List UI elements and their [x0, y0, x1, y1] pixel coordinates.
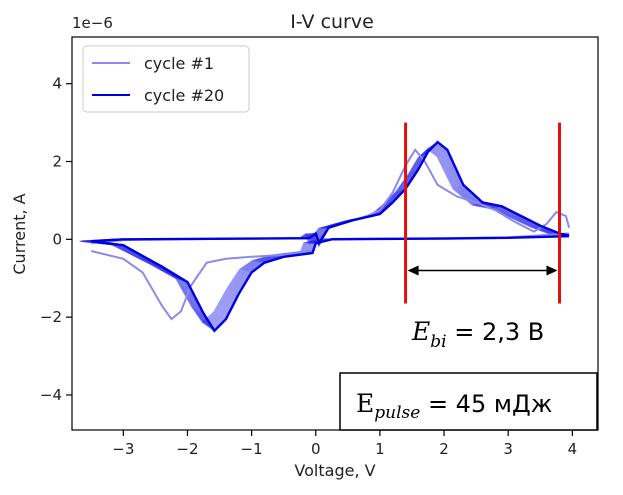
- legend-label-cycle-1: cycle #1: [144, 54, 214, 73]
- series-cycle-20-upper: [91, 140, 570, 247]
- x-axis: −3 −2 −1 0 1 2 3 4: [112, 430, 577, 458]
- x-tick-label: 1: [375, 440, 385, 458]
- x-axis-label: Voltage, V: [294, 461, 375, 480]
- intermediate-cycle-lower: [89, 235, 568, 331]
- chart-title: I-V curve: [290, 11, 374, 33]
- y-axis: −4 −2 0 2 4: [40, 75, 72, 404]
- y-tick-label: 0: [52, 230, 62, 248]
- x-tick-label: 0: [311, 440, 321, 458]
- intermediate-cycle-lower: [87, 235, 566, 330]
- y-axis-label: Current, A: [10, 193, 29, 274]
- x-tick-label: 2: [439, 440, 449, 458]
- x-tick-label: −2: [176, 440, 198, 458]
- series-cycle-1-lower: [90, 232, 570, 321]
- ebi-value: = 2,3 В: [447, 318, 545, 346]
- ebi-arrow-head-right: [546, 265, 558, 276]
- y-tick-label: 2: [52, 153, 62, 171]
- intermediate-cycle-lower: [90, 235, 569, 332]
- ebi-subscript: bi: [430, 332, 446, 352]
- ebi-arrow-head-left: [407, 265, 419, 276]
- intermediate-cycle-lower: [85, 235, 564, 329]
- plot-frame: [71, 36, 599, 431]
- ebi-symbol: E: [411, 317, 430, 346]
- x-tick-label: 3: [503, 440, 513, 458]
- pulse-value: = 45 мДж: [420, 390, 552, 418]
- pulse-energy-box: Epulse = 45 мДж: [339, 372, 598, 431]
- legend-label-cycle-20: cycle #20: [144, 86, 224, 105]
- pulse-energy-text: Epulse = 45 мДж: [356, 389, 552, 423]
- intermediate-cycle-lower: [82, 235, 561, 326]
- y-offset-text: 1e−6: [72, 14, 113, 32]
- intermediate-cycle-lower: [84, 235, 563, 328]
- series-cycle-20-lower: [91, 235, 570, 333]
- ebi-text: Ebi = 2,3 В: [411, 317, 544, 352]
- x-tick-label: 4: [568, 440, 578, 458]
- y-tick-label: −2: [40, 308, 62, 326]
- pulse-energy-frame: [339, 372, 598, 431]
- y-tick-label: 4: [52, 75, 62, 93]
- intermediate-cycle-lower: [80, 235, 559, 325]
- legend: cycle #1 cycle #20: [82, 45, 250, 113]
- intermediate-cycle-lower: [81, 235, 560, 325]
- ebi-annotation: Ebi = 2,3 В: [411, 317, 544, 352]
- intermediate-cycle-lower: [83, 235, 562, 327]
- x-tick-label: −3: [112, 440, 134, 458]
- pulse-symbol: E: [356, 389, 374, 418]
- pulse-subscript: pulse: [374, 403, 420, 423]
- series-cycle-1-upper: [91, 148, 571, 248]
- x-tick-label: −1: [241, 440, 263, 458]
- y-tick-label: −4: [40, 386, 62, 404]
- intermediate-cycle-lower: [86, 235, 565, 329]
- intermediate-cycle-lower: [79, 235, 558, 324]
